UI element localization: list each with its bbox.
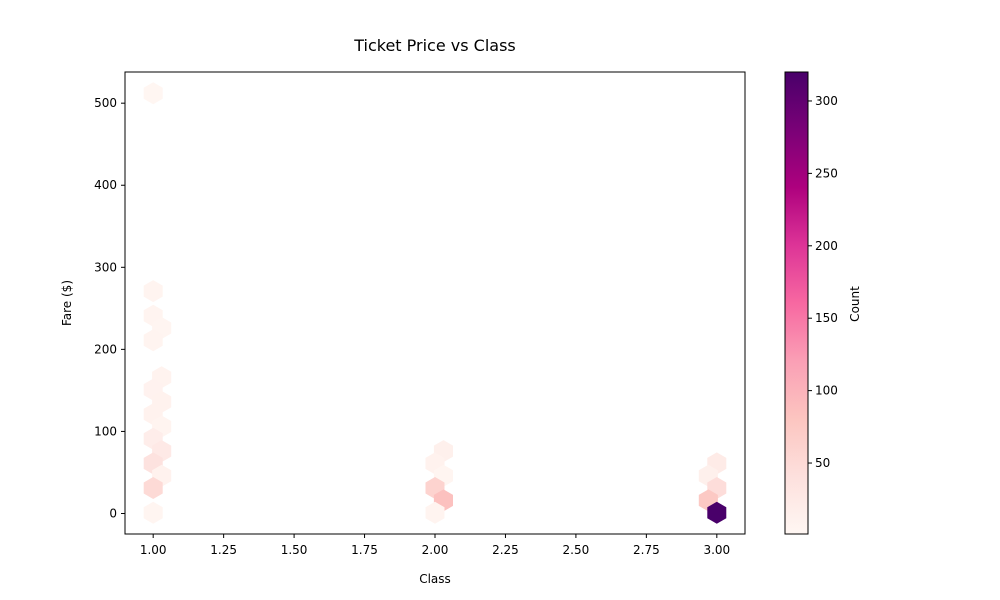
x-axis: 1.00 1.25 1.50 1.75 2.00 2.25 2.50 2.75 3.00: [140, 534, 730, 557]
x-tick-label: 1.25: [210, 543, 237, 557]
colorbar-tick-label: 100: [815, 384, 838, 398]
y-tick-label: 100: [94, 424, 117, 438]
hexbin-cell: [143, 501, 163, 524]
x-tick-label: 1.75: [351, 543, 378, 557]
y-tick-label: 200: [94, 342, 117, 356]
y-axis: 0 100 200 300 400 500: [94, 96, 125, 520]
y-tick-label: 500: [94, 96, 117, 110]
colorbar-tick-label: 150: [815, 311, 838, 325]
hexbin-layer: [143, 82, 727, 524]
chart-title: Ticket Price vs Class: [353, 36, 516, 55]
x-tick-label: 2.50: [563, 543, 590, 557]
y-tick-label: 400: [94, 178, 117, 192]
y-tick-label: 300: [94, 260, 117, 274]
x-tick-label: 1.00: [140, 543, 167, 557]
y-axis-label: Fare ($): [60, 280, 74, 326]
x-tick-label: 2.75: [633, 543, 660, 557]
colorbar-label: Count: [848, 286, 862, 322]
colorbar: [784, 71, 809, 535]
x-axis-label: Class: [419, 572, 451, 586]
hexbin-cell: [143, 280, 163, 303]
hexbin-cell: [707, 501, 727, 524]
x-tick-label: 2.25: [492, 543, 519, 557]
colorbar-axis: 50 100 150 200 250 300: [808, 94, 838, 470]
colorbar-tick-label: 200: [815, 239, 838, 253]
x-tick-label: 2.00: [422, 543, 449, 557]
hexbin-cell: [143, 477, 163, 499]
hexbin-cell: [143, 82, 163, 105]
colorbar-tick-label: 300: [815, 94, 838, 108]
x-tick-label: 1.50: [281, 543, 308, 557]
y-tick-label: 0: [109, 506, 117, 520]
x-tick-label: 3.00: [703, 543, 730, 557]
colorbar-tick-label: 50: [815, 456, 830, 470]
colorbar-tick-label: 250: [815, 166, 838, 180]
hexbin-cell: [143, 329, 163, 352]
hexbin-cell: [425, 501, 445, 524]
